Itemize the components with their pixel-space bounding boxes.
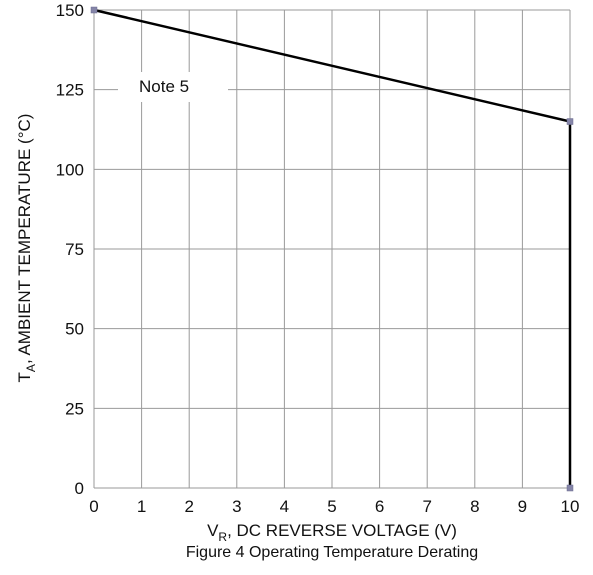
data-point-marker [566, 484, 574, 492]
x-tick-label: 6 [375, 497, 384, 516]
x-axis-title: VR, DC REVERSE VOLTAGE (V) [207, 521, 457, 544]
y-tick-label: 25 [65, 399, 84, 418]
x-tick-label: 7 [422, 497, 431, 516]
y-axis-title: TA, AMBIENT TEMPERATURE (°C) [15, 114, 38, 383]
data-point-marker [566, 118, 574, 125]
y-tick-label: 0 [75, 479, 84, 498]
y-tick-label: 150 [56, 1, 84, 20]
x-tick-label: 8 [470, 497, 479, 516]
series-group [90, 6, 574, 492]
y-tick-labels: 0 25 50 75 100 125 150 [56, 1, 84, 498]
grid [93, 9, 571, 489]
x-tick-label: 10 [561, 497, 580, 516]
x-tick-label: 2 [184, 497, 193, 516]
y-tick-label: 50 [65, 320, 84, 339]
x-tick-label: 9 [518, 497, 527, 516]
note-background [118, 72, 228, 102]
x-tick-labels: 0 1 2 3 4 5 6 7 8 9 10 [89, 497, 579, 516]
x-tick-label: 0 [89, 497, 98, 516]
x-axis-title-sub: R [218, 530, 227, 544]
figure-caption: Figure 4 Operating Temperature Derating [186, 544, 478, 561]
y-tick-label: 125 [56, 81, 84, 100]
y-axis-title-rest: , AMBIENT TEMPERATURE (°C) [15, 114, 34, 365]
note-annotation: Note 5 [139, 77, 189, 96]
x-axis-title-rest: , DC REVERSE VOLTAGE (V) [227, 521, 457, 540]
x-tick-label: 5 [327, 497, 336, 516]
x-tick-label: 3 [232, 497, 241, 516]
y-axis-title-main: T [15, 372, 34, 382]
x-tick-label: 1 [137, 497, 146, 516]
x-axis-title-main: V [207, 521, 219, 540]
y-axis-title-sub: A [24, 364, 38, 372]
data-point-marker [90, 6, 98, 14]
x-tick-label: 4 [280, 497, 289, 516]
y-tick-label: 75 [65, 240, 84, 259]
y-tick-label: 100 [56, 160, 84, 179]
